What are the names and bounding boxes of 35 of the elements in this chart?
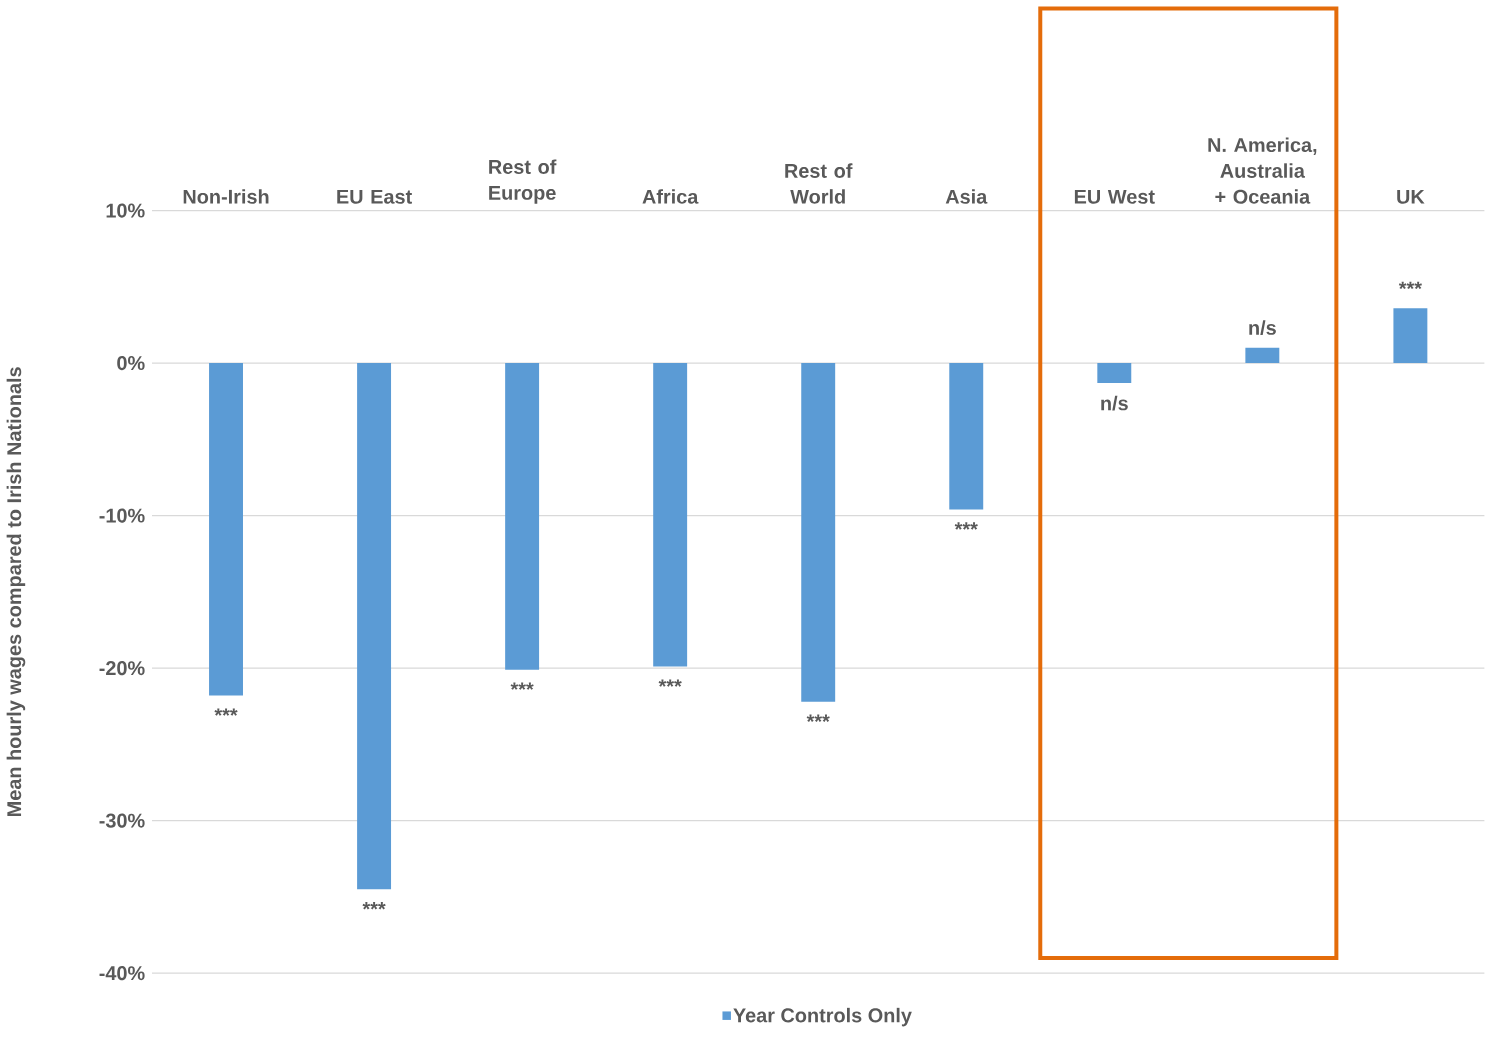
bar <box>1097 363 1132 383</box>
y-tick-label: 10% <box>106 203 145 218</box>
bar <box>801 363 836 702</box>
bar <box>1245 347 1280 364</box>
x-tick-label: EU East <box>337 189 412 204</box>
y-tick-label: 0% <box>117 356 145 371</box>
annotation: *** <box>214 708 238 716</box>
annotation: n/s <box>1101 395 1128 411</box>
y-axis-title: Mean hourly wages compared to Irish Nationals <box>6 367 26 816</box>
x-tick-label: UK <box>1397 189 1425 204</box>
annotation: *** <box>362 902 386 910</box>
annotation: *** <box>510 682 534 690</box>
annotation: *** <box>1398 281 1422 290</box>
bar <box>1393 308 1428 364</box>
bar <box>505 363 540 670</box>
bar <box>949 363 984 510</box>
x-tick-label: Rest of Europe <box>489 159 557 204</box>
y-tick-label: -20% <box>99 661 145 676</box>
x-tick-label: EU West <box>1074 189 1155 204</box>
annotation: *** <box>806 714 830 722</box>
x-tick-label: Non-Irish <box>183 189 269 204</box>
bar <box>653 363 688 667</box>
x-tick-label: Africa <box>642 189 699 204</box>
x-tick-label: Rest of World <box>785 163 853 204</box>
y-tick-label: -40% <box>99 966 145 981</box>
y-tick-label: -10% <box>99 508 145 523</box>
annotation: n/s <box>1249 320 1276 336</box>
annotation: *** <box>658 679 682 687</box>
bar <box>209 363 243 696</box>
x-tick-label: N. America, Australia + Oceania <box>1208 137 1317 204</box>
y-tick-label: -30% <box>99 813 145 828</box>
x-tick-label: Asia <box>945 189 988 204</box>
annotation: *** <box>954 522 978 530</box>
bar <box>357 363 392 890</box>
legend-label: Year Controls Only <box>733 1007 912 1027</box>
